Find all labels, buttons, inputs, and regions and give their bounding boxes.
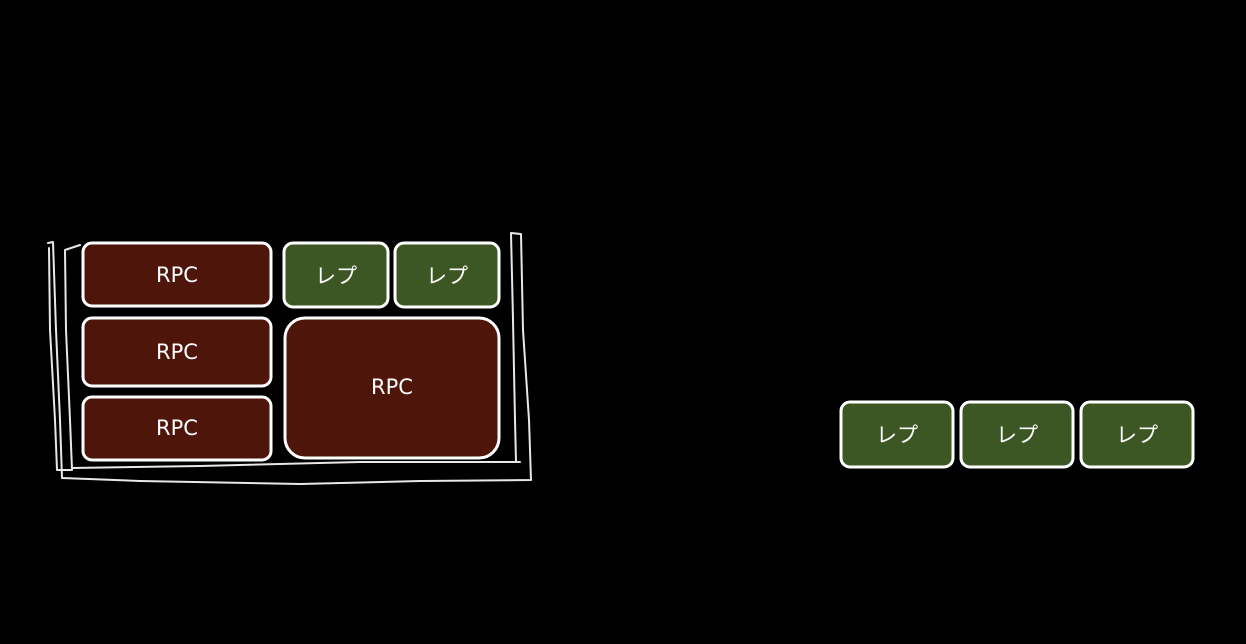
rep-box-left-1: レプ — [282, 241, 390, 309]
rep-box-left-2-label: レプ — [426, 264, 468, 288]
rpc-box-top-shape — [81, 241, 273, 308]
rep-box-right-3-label: レプ — [1116, 423, 1158, 447]
rpc-box-top-label: RPC — [156, 263, 198, 287]
left-box-group: RPC レプ レプ RPC RPC RPC — [81, 241, 501, 462]
rpc-box-large: RPC — [283, 316, 501, 460]
tray-outline-outer — [47, 232, 532, 485]
rep-box-left-1-label: レプ — [315, 264, 357, 288]
rep-box-right-1-label: レプ — [876, 423, 918, 447]
rep-box-left-2: レプ — [393, 241, 501, 309]
rpc-box-large-label: RPC — [371, 375, 413, 399]
rep-box-left-1-shape — [282, 241, 390, 309]
rpc-box-bottom-label: RPC — [156, 416, 198, 440]
rep-box-right-2: レプ — [959, 400, 1075, 469]
rep-box-right-2-label: レプ — [996, 423, 1038, 447]
rep-box-right-3: レプ — [1079, 400, 1195, 469]
rep-box-right-1-shape — [839, 400, 955, 469]
rep-box-right-3-shape — [1079, 400, 1195, 469]
rep-box-right-2-shape — [959, 400, 1075, 469]
rpc-box-middle: RPC — [81, 316, 273, 388]
rpc-box-middle-label: RPC — [156, 340, 198, 364]
rpc-box-top: RPC — [81, 241, 273, 308]
right-box-group: レプ レプ レプ — [839, 400, 1195, 469]
rpc-box-bottom-shape — [81, 395, 273, 462]
rpc-box-bottom: RPC — [81, 395, 273, 462]
rpc-box-large-shape — [283, 316, 501, 460]
rep-box-left-2-shape — [393, 241, 501, 309]
rep-box-right-1: レプ — [839, 400, 955, 469]
tray-outline-inner — [48, 244, 521, 471]
sketched-tray — [47, 232, 532, 485]
rpc-box-middle-shape — [81, 316, 273, 388]
